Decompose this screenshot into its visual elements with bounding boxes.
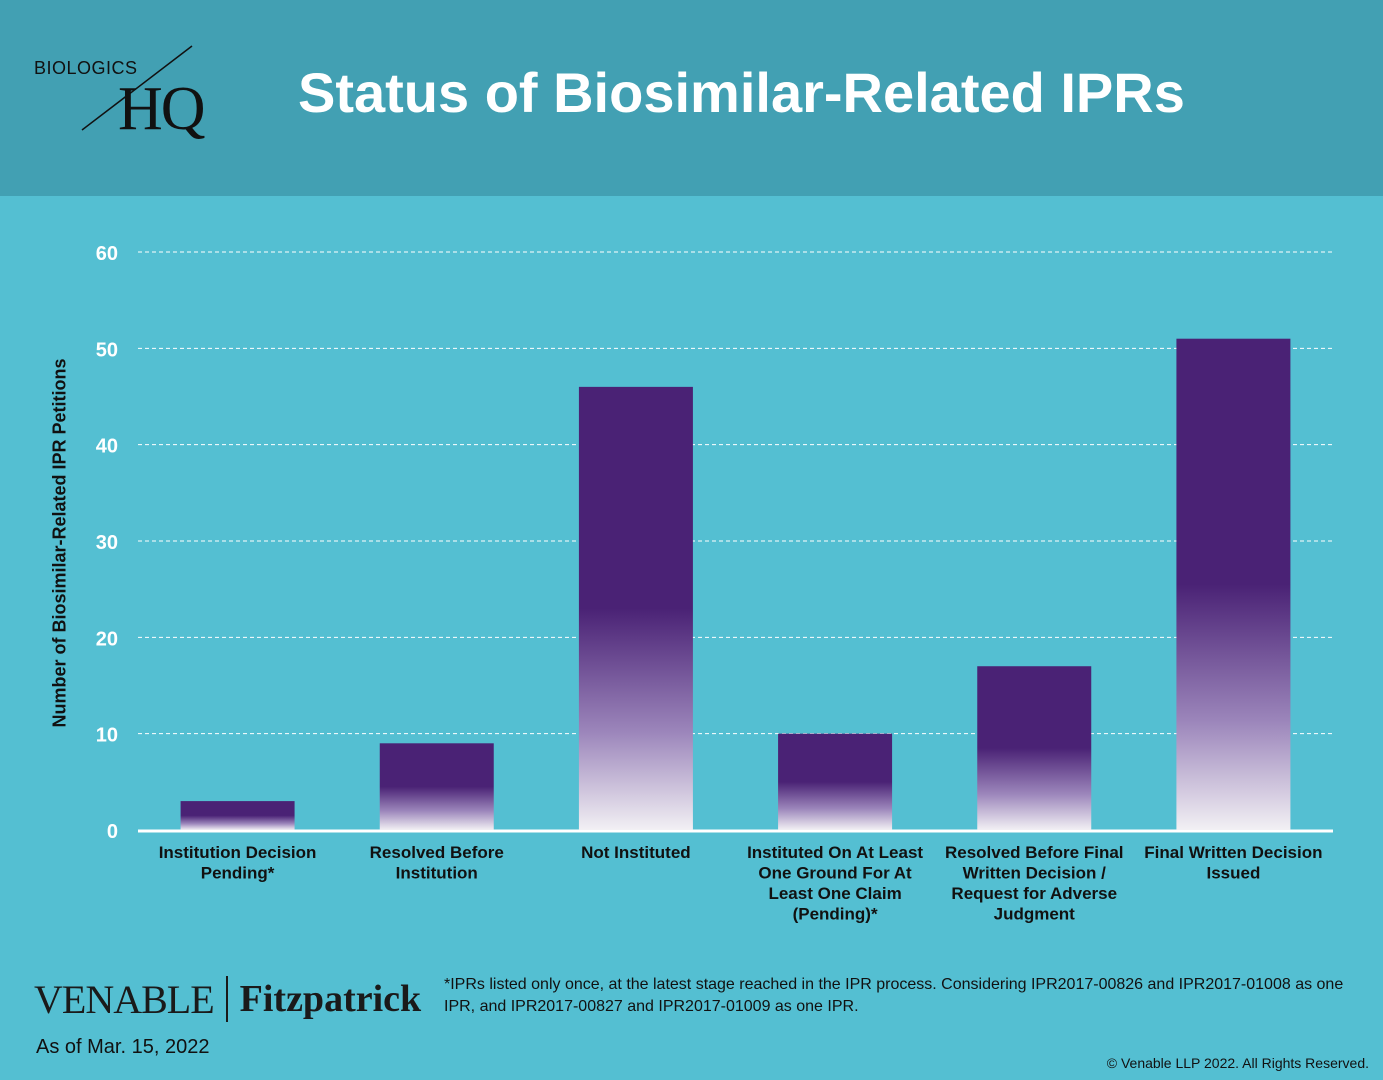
x-tick-label: (Pending)* xyxy=(793,905,878,924)
bar xyxy=(379,743,494,830)
x-tick-label: Final Written Decision xyxy=(1144,843,1322,862)
logo-text-top: BIOLOGICS xyxy=(34,58,138,78)
x-tick-label: Pending* xyxy=(201,864,275,883)
header-banner: BIOLOGICS HQ Status of Biosimilar-Relate… xyxy=(0,0,1383,196)
bar xyxy=(578,386,693,830)
brand-venable: VENABLE xyxy=(34,976,215,1022)
bar xyxy=(180,801,295,830)
brand-fitzpatrick: Fitzpatrick xyxy=(239,978,422,1020)
copyright: © Venable LLP 2022. All Rights Reserved. xyxy=(1106,1055,1369,1071)
x-tick-label: Issued xyxy=(1206,864,1260,883)
x-tick-label: Institution xyxy=(396,864,478,883)
x-tick-label: Least One Claim xyxy=(768,884,901,903)
x-tick-label: Not Instituted xyxy=(581,843,691,862)
x-tick-label: Resolved Before Final xyxy=(945,843,1124,862)
footnote: *IPRs listed only once, at the latest st… xyxy=(444,976,1344,1015)
x-tick-label: Written Decision / xyxy=(963,864,1107,883)
y-tick-label: 30 xyxy=(96,532,118,554)
bar-chart: 0 10 20 30 40 50 60 Institution Decision Pending… xyxy=(96,243,1333,924)
x-tick-label: Judgment xyxy=(994,905,1076,924)
y-tick-label: 50 xyxy=(96,339,118,361)
x-tick-label: Resolved Before xyxy=(370,843,504,862)
page-title: Status of Biosimilar-Related IPRs xyxy=(298,61,1185,124)
x-tick-label: Request for Adverse xyxy=(951,884,1117,903)
bar xyxy=(977,666,1092,830)
y-tick-label: 20 xyxy=(96,628,118,650)
x-tick-label: Instituted On At Least xyxy=(747,843,923,862)
y-tick-label: 0 xyxy=(107,821,118,843)
bar xyxy=(1176,338,1291,830)
venable-fitzpatrick-logo: VENABLE Fitzpatrick xyxy=(34,974,421,1024)
y-tick-label: 40 xyxy=(96,436,118,458)
y-tick-label: 10 xyxy=(96,725,118,747)
y-tick-label: 60 xyxy=(96,243,118,265)
bar xyxy=(778,733,893,830)
logo-text-main: HQ xyxy=(118,75,206,143)
brand-divider xyxy=(225,976,228,1022)
x-tick-label: Institution Decision xyxy=(159,843,317,862)
x-tick-label: One Ground For At xyxy=(758,864,912,883)
biologics-hq-logo: BIOLOGICS HQ xyxy=(30,40,260,160)
logo-slash-line xyxy=(81,45,193,131)
as-of-date: As of Mar. 15, 2022 xyxy=(36,1036,210,1058)
